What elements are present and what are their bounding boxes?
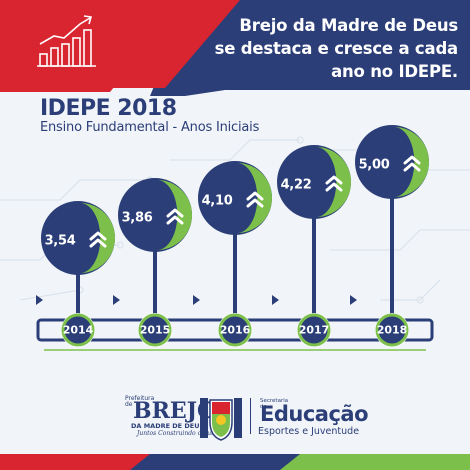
milestone-bubble — [118, 178, 192, 252]
up-chevron-icon — [89, 231, 107, 241]
headline-line-1: Brejo da Madre de Deus — [239, 16, 458, 35]
milestone-value: 3,86 — [121, 210, 153, 226]
milestone-value: 3,54 — [44, 233, 76, 249]
milestone-value: 4,22 — [280, 177, 312, 193]
up-chevron-icon — [325, 182, 343, 192]
crescent-fill — [237, 163, 272, 233]
brejo-slogan: Juntos Construindo o Futuro — [137, 430, 224, 437]
up-chevron-icon — [166, 208, 184, 218]
milestone-crescent — [237, 163, 272, 233]
year-circle — [61, 313, 95, 347]
play-arrow-icon — [113, 295, 120, 305]
brejo-subtitle: DA MADRE DE DEUS — [131, 422, 205, 430]
milestone-crescent — [157, 180, 192, 250]
brejo-logo: Prefeitura de BREJO DA MADRE DE DEUS Jun… — [125, 395, 224, 446]
up-chevron-icon — [403, 155, 421, 165]
city-crest-icon — [200, 398, 242, 441]
growth-chart-icon — [37, 15, 96, 67]
year-circle — [297, 313, 331, 347]
crescent-fill — [394, 127, 429, 197]
play-arrow-icon — [350, 295, 357, 305]
year-circle — [138, 313, 172, 347]
milestone-value: 5,00 — [358, 157, 390, 173]
brejo-prefix: Prefeitura de — [125, 395, 155, 408]
play-arrow-icon — [193, 295, 200, 305]
milestone-bubble — [198, 161, 272, 235]
year-label: 2018 — [376, 323, 408, 337]
logo-divider — [250, 398, 251, 434]
up-chevron-icon — [246, 198, 264, 208]
headline-line-2: se destaca e cresce a cada — [214, 39, 459, 58]
footer-stripe — [0, 454, 470, 470]
crescent-fill — [157, 180, 192, 250]
headline-line-3: ano no IDEPE. — [331, 62, 458, 81]
play-arrow-icon — [272, 295, 279, 305]
up-chevron-icon — [246, 191, 264, 201]
play-arrow-icon — [36, 295, 43, 305]
page-title: IDEPE 2018 — [40, 96, 177, 121]
year-circle — [375, 313, 409, 347]
milestone-bubble — [355, 125, 429, 199]
year-label: 2014 — [62, 323, 94, 337]
year-circle — [218, 313, 252, 347]
year-label: 2017 — [298, 323, 330, 337]
crescent-fill — [316, 147, 351, 217]
up-chevron-icon — [325, 175, 343, 185]
year-label: 2015 — [139, 323, 171, 337]
secretaria-prefix: Secretaria de — [260, 398, 289, 410]
milestone-crescent — [316, 147, 351, 217]
page-subtitle: Ensino Fundamental - Anos Iniciais — [40, 120, 260, 135]
crescent-fill — [80, 203, 115, 273]
header-headline: Brejo da Madre de Deus se destaca e cres… — [208, 14, 459, 83]
milestone-value: 4,10 — [201, 193, 233, 209]
year-label: 2016 — [219, 323, 251, 337]
secretaria-name: Educação — [260, 402, 369, 426]
milestone-crescent — [394, 127, 429, 197]
up-chevron-icon — [89, 238, 107, 248]
header-banner — [0, 0, 470, 96]
milestone-crescent — [80, 203, 115, 273]
up-chevron-icon — [403, 162, 421, 172]
up-chevron-icon — [166, 215, 184, 225]
secretaria-subtitle: Esportes e Juventude — [258, 426, 360, 437]
milestone-bubble — [277, 145, 351, 219]
milestone-bubble — [41, 201, 115, 275]
